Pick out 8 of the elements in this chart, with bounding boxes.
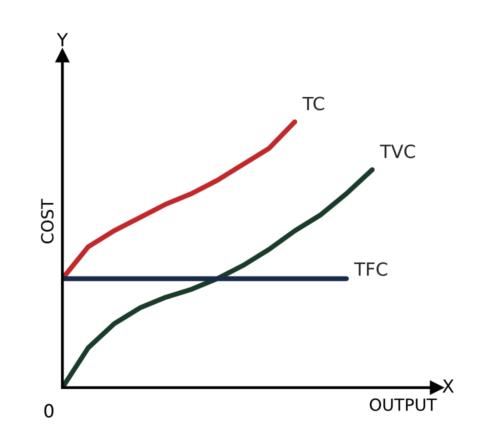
series-label: TVC — [380, 144, 416, 158]
y-axis-title: COST — [41, 198, 54, 244]
text: 0 — [44, 404, 54, 418]
series-label: TC — [302, 96, 324, 110]
series-label: TFC — [354, 262, 388, 276]
x-axis-title: OUTPUT — [370, 398, 437, 411]
text: X — [442, 379, 454, 393]
text: Y — [56, 33, 68, 46]
